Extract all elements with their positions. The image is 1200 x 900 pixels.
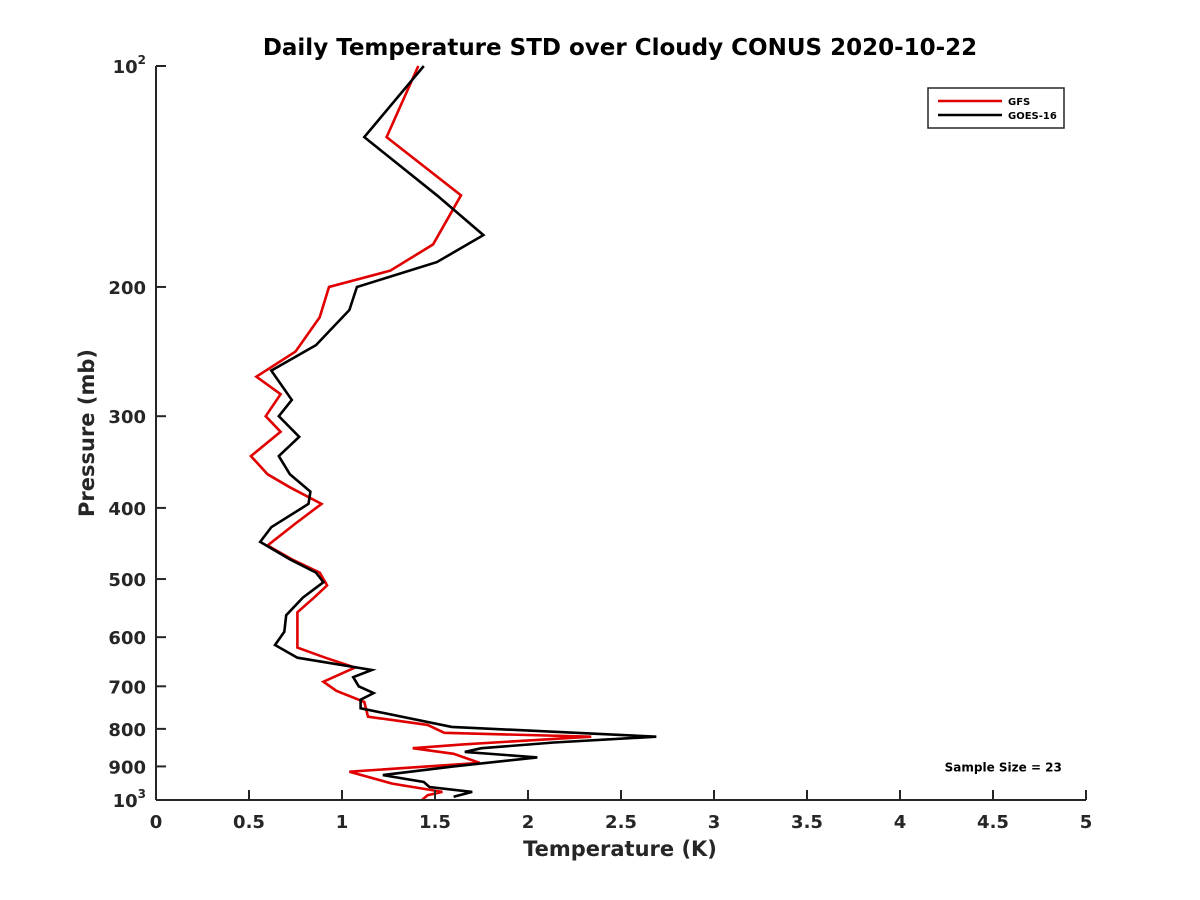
x-tick-label: 2.5 (605, 812, 637, 833)
y-tick-label: 700 (108, 677, 146, 698)
legend: GFS GOES-16 (927, 87, 1065, 129)
y-tick-label: 900 (108, 757, 146, 778)
legend-label-goes-16: GOES-16 (1008, 111, 1057, 122)
x-tick-label: 2 (522, 812, 535, 833)
y-tick-label: 600 (108, 628, 146, 649)
plot-area: 0 0.5 1 1.5 2 2.5 3 3.5 4 4.5 5 102 200 300 400 500 600 7… (108, 53, 1092, 833)
y-tick-label: 200 (108, 278, 146, 299)
y-tick-label: 103 (113, 787, 146, 812)
y-tick-label: 102 (113, 53, 146, 78)
series-line-goes-16 (258, 65, 657, 799)
y-axis-label: Pressure (mb) (75, 349, 99, 517)
x-tick-label: 4 (894, 812, 907, 833)
x-tick-label: 3 (708, 812, 721, 833)
x-tick-label: 1 (336, 812, 349, 833)
y-tick-label: 400 (108, 499, 146, 520)
x-tick-label: 0 (150, 812, 163, 833)
x-tick-label: 3.5 (791, 812, 823, 833)
x-tick-label: 1.5 (419, 812, 451, 833)
y-tick-label: 500 (108, 570, 146, 591)
legend-label-gfs: GFS (1008, 97, 1030, 108)
y-tick-label: 300 (108, 407, 146, 428)
y-tick-label: 800 (108, 720, 146, 741)
x-tick-label: 5 (1080, 812, 1093, 833)
legend-box (927, 87, 1065, 129)
x-tick-label: 4.5 (977, 812, 1009, 833)
sample-size-annotation: Sample Size = 23 (945, 760, 1062, 774)
series-line-gfs (249, 65, 592, 801)
chart-title: Daily Temperature STD over Cloudy CONUS … (263, 35, 977, 61)
x-tick-label: 0.5 (233, 812, 265, 833)
x-axis-label: Temperature (K) (523, 837, 717, 861)
